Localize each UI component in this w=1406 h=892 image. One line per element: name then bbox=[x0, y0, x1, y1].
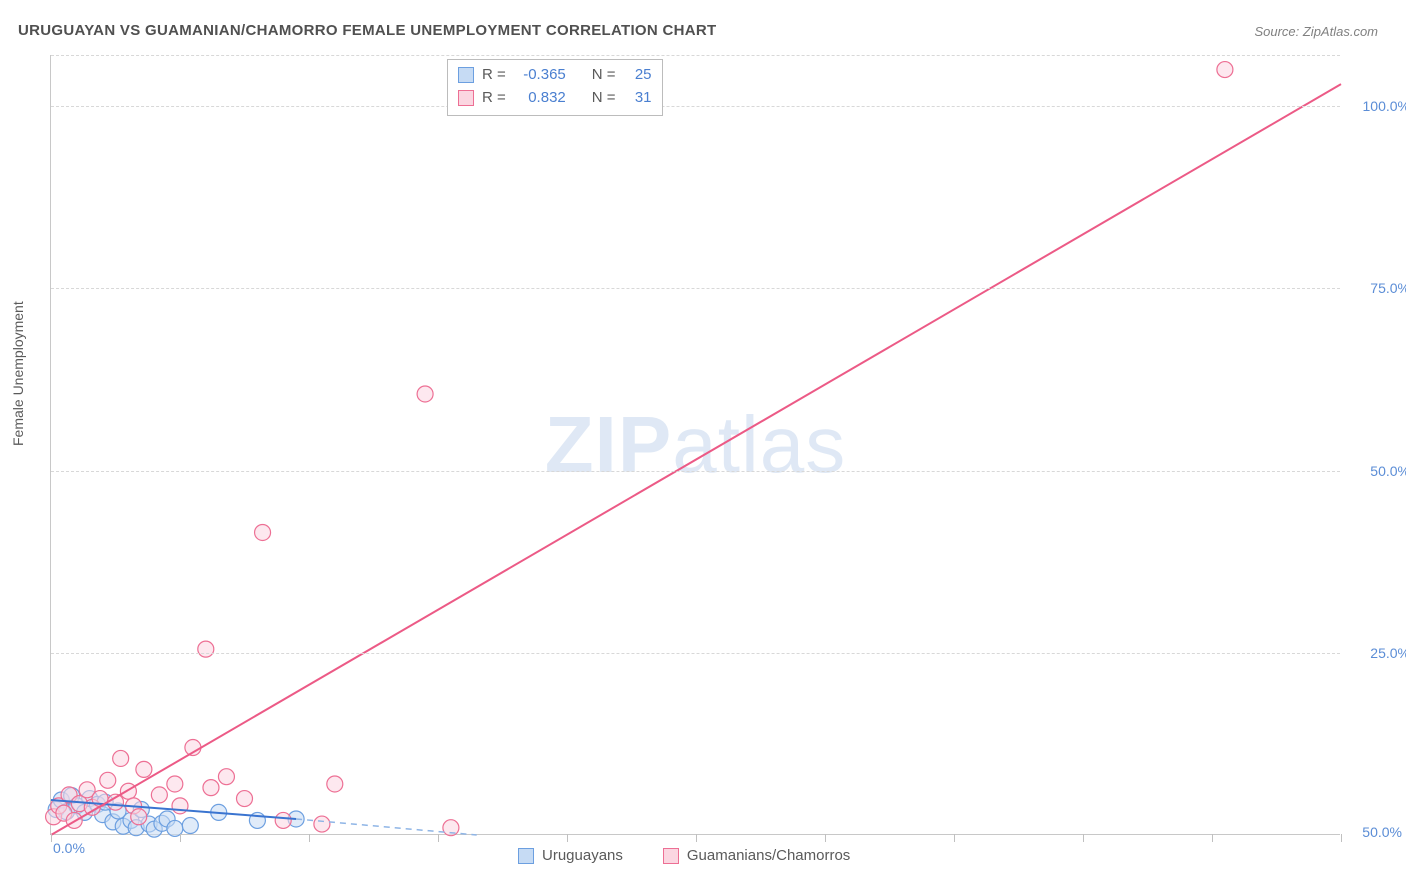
gridline-h bbox=[51, 55, 1340, 56]
y-tick-label: 75.0% bbox=[1350, 280, 1406, 296]
x-tick bbox=[180, 834, 181, 842]
data-point bbox=[327, 776, 343, 792]
correlation-stats-box: R = -0.365 N = 25 R = 0.832 N = 31 bbox=[447, 59, 663, 116]
series-swatch bbox=[458, 90, 474, 106]
x-tick-label: 0.0% bbox=[53, 840, 85, 856]
data-point bbox=[417, 386, 433, 402]
data-point bbox=[314, 816, 330, 832]
data-point bbox=[198, 641, 214, 657]
x-tick bbox=[696, 834, 697, 842]
data-point bbox=[151, 787, 167, 803]
data-point bbox=[172, 798, 188, 814]
x-tick bbox=[1212, 834, 1213, 842]
data-point bbox=[255, 524, 271, 540]
chart-title: URUGUAYAN VS GUAMANIAN/CHAMORRO FEMALE U… bbox=[18, 22, 716, 39]
gridline-h bbox=[51, 288, 1340, 289]
legend-item: Guamanians/Chamorros bbox=[663, 847, 850, 864]
legend: Uruguayans Guamanians/Chamorros bbox=[518, 847, 850, 864]
gridline-h bbox=[51, 106, 1340, 107]
r-label: R = bbox=[482, 64, 506, 87]
data-point bbox=[237, 791, 253, 807]
x-tick-label: 50.0% bbox=[1362, 824, 1402, 840]
r-value: -0.365 bbox=[514, 64, 566, 87]
x-tick bbox=[438, 834, 439, 842]
x-tick bbox=[954, 834, 955, 842]
x-tick bbox=[567, 834, 568, 842]
source-attribution: Source: ZipAtlas.com bbox=[1254, 24, 1378, 39]
data-point bbox=[100, 772, 116, 788]
r-value: 0.832 bbox=[514, 87, 566, 110]
y-axis-label: Female Unemployment bbox=[10, 301, 26, 446]
y-tick-label: 50.0% bbox=[1350, 463, 1406, 479]
plot-svg bbox=[51, 55, 1340, 834]
data-point bbox=[136, 761, 152, 777]
stats-row: R = 0.832 N = 31 bbox=[458, 87, 652, 110]
n-value: 31 bbox=[624, 87, 652, 110]
data-point bbox=[218, 769, 234, 785]
legend-item: Uruguayans bbox=[518, 847, 623, 864]
r-label: R = bbox=[482, 87, 506, 110]
y-tick-label: 25.0% bbox=[1350, 645, 1406, 661]
gridline-h bbox=[51, 471, 1340, 472]
plot-area: ZIPatlas 25.0%50.0%75.0%100.0%0.0%50.0% bbox=[50, 55, 1340, 835]
data-point bbox=[203, 780, 219, 796]
n-label: N = bbox=[592, 87, 616, 110]
n-label: N = bbox=[592, 64, 616, 87]
chart-container: URUGUAYAN VS GUAMANIAN/CHAMORRO FEMALE U… bbox=[0, 0, 1406, 892]
series-swatch bbox=[663, 848, 679, 864]
data-point bbox=[113, 750, 129, 766]
x-tick bbox=[825, 834, 826, 842]
n-value: 25 bbox=[624, 64, 652, 87]
data-point bbox=[131, 809, 147, 825]
data-point bbox=[167, 776, 183, 792]
x-tick bbox=[1083, 834, 1084, 842]
series-swatch bbox=[458, 67, 474, 83]
x-tick bbox=[1341, 834, 1342, 842]
y-tick-label: 100.0% bbox=[1350, 98, 1406, 114]
x-tick bbox=[309, 834, 310, 842]
trendline bbox=[51, 84, 1341, 835]
data-point bbox=[275, 812, 291, 828]
gridline-h bbox=[51, 653, 1340, 654]
stats-row: R = -0.365 N = 25 bbox=[458, 64, 652, 87]
data-point bbox=[182, 818, 198, 834]
legend-label: Uruguayans bbox=[542, 847, 623, 864]
legend-label: Guamanians/Chamorros bbox=[687, 847, 850, 864]
data-point bbox=[1217, 62, 1233, 78]
series-swatch bbox=[518, 848, 534, 864]
x-tick bbox=[51, 834, 52, 842]
